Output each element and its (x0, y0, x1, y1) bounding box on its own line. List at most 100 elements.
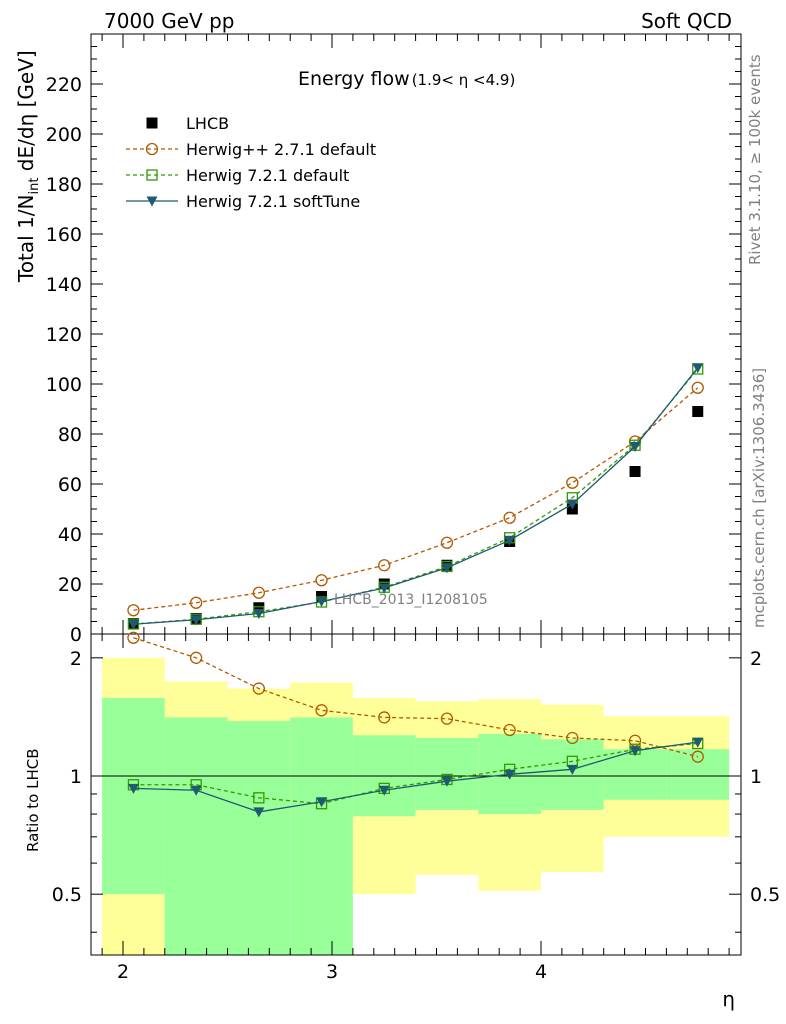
ratio-uncertainty-bands (102, 657, 730, 955)
ratio-data-point (566, 731, 579, 745)
ratio-data-point (127, 783, 139, 794)
data-point (253, 602, 265, 614)
series-line (133, 387, 699, 611)
data-point (629, 442, 641, 452)
green-band-bin-8 (603, 749, 667, 800)
data-point (315, 574, 328, 587)
green-band-bin-3 (290, 717, 353, 955)
main-y-axis-label: Total 1/Nint dE/dη [GeV] (14, 50, 42, 283)
series-herwig-7-2-1-default (127, 363, 704, 630)
data-point (692, 406, 704, 417)
data-point (378, 583, 390, 594)
ratio-y-axis-label: Ratio to LHCB (24, 748, 42, 852)
main-y-tick-label: 40 (58, 524, 82, 546)
main-y-tick-label: 140 (46, 274, 82, 296)
main-y-tick-label: 200 (46, 124, 82, 146)
header-left: 7000 GeV pp (104, 9, 235, 33)
legend-label: LHCB (186, 114, 229, 133)
main-y-tick-label: 20 (58, 574, 82, 596)
ratio-y-tick-label-right: 1 (750, 766, 762, 788)
main-plot-frame: 0 20 40 60 80 100 120 140 160 180 200 220 (46, 33, 742, 646)
ratio-data-point (127, 631, 140, 644)
legend-entry-2: Herwig 7.2.1 default (126, 166, 349, 185)
legend-marker (146, 169, 158, 181)
data-point (566, 476, 579, 489)
data-point (441, 563, 453, 574)
series-herwig-7-2-1-softtune (127, 363, 704, 630)
data-point (378, 559, 391, 572)
chart-title: Energy flow (1.9< η <4.9) (298, 68, 515, 90)
main-y-tick-label: 120 (46, 324, 82, 346)
ratio-data-point (378, 711, 391, 724)
green-band-bin-1 (164, 717, 228, 955)
data-point (252, 586, 266, 599)
legend: LHCB Herwig++ 2.7.1 default Herwig 7.2.1 d… (126, 114, 376, 211)
main-y-tick-label: 180 (46, 174, 82, 196)
data-point (503, 511, 516, 524)
ratio-data-point (629, 746, 641, 757)
ratio-series-line (133, 741, 698, 813)
rivet-label: Rivet 3.1.10, ≥ 100k events (746, 54, 764, 265)
legend-label: Herwig 7.2.1 default (186, 166, 349, 185)
main-y-tick-label: 220 (46, 74, 82, 96)
legend-label: Herwig++ 2.7.1 default (186, 140, 376, 159)
data-point (190, 615, 202, 626)
ratio-y-tick-label: 1 (70, 766, 82, 788)
x-tick-label: 4 (535, 961, 547, 983)
main-y-tick-label: 0 (70, 624, 82, 646)
ratio-series-herwig-7-2-1-softtune (127, 737, 704, 818)
ratio-series-line (133, 742, 698, 805)
ratio-data-point (503, 723, 516, 737)
ratio-y-tick-label-right: 2 (750, 648, 762, 670)
main-y-tick-label: 80 (58, 424, 82, 446)
data-point (504, 535, 516, 546)
ratio-y-tick-label-right: 0.5 (750, 884, 780, 906)
ratio-data-point (440, 712, 454, 725)
x-axis-label: η (722, 987, 735, 1011)
legend-entry-1: Herwig++ 2.7.1 default (126, 140, 376, 159)
data-point (691, 381, 704, 394)
data-point (189, 596, 203, 609)
ratio-data-point (315, 704, 328, 717)
ratio-data-point (253, 792, 265, 804)
ratio-y-tick-label: 0.5 (52, 884, 82, 906)
ratio-data-point (316, 797, 328, 808)
series-herwig-2-7-1-default (127, 381, 704, 617)
legend-marker (146, 196, 158, 207)
main-y-tick-label: 60 (58, 474, 82, 496)
ratio-data-point (189, 651, 203, 664)
data-point (440, 536, 454, 549)
ratio-data-point (692, 737, 704, 748)
ratio-data-point (441, 776, 453, 787)
ratio-plot-frame: 2 3 4 0.5 0.5 1 1 2 2 (52, 633, 780, 983)
ratio-data-point (378, 785, 390, 796)
series-line (133, 368, 699, 625)
legend-marker (145, 142, 159, 156)
green-band-bin-2 (227, 721, 291, 955)
green-band-bin-9 (666, 749, 730, 800)
data-point (127, 619, 139, 630)
series-line (133, 367, 699, 625)
data-point (566, 499, 578, 510)
legend-entry-0: LHCB (146, 114, 229, 133)
legend-entry-3: Herwig 7.2.1 softTune (126, 192, 360, 211)
ratio-plot-series (127, 631, 704, 818)
ratio-series-line (133, 637, 698, 758)
ratio-data-point (190, 785, 202, 796)
ratio-y-tick-label: 2 (70, 648, 82, 670)
ratio-data-point (252, 682, 266, 695)
ratio-series-herwig-2-7-1-default (127, 631, 704, 763)
main-y-tick-label: 100 (46, 374, 82, 396)
green-band-bin-0 (102, 698, 165, 895)
x-tick-label: 2 (117, 961, 129, 983)
ratio-data-point (691, 750, 704, 763)
ratio-data-point (253, 807, 265, 818)
data-point (629, 466, 641, 477)
analysis-id-label: LHCB_2013_I1208105 (334, 592, 488, 608)
header-right: Soft QCD (641, 9, 732, 33)
data-point (127, 604, 140, 617)
main-plot-series (127, 363, 704, 630)
ratio-data-point (566, 764, 578, 775)
mcplots-label: mcplots.cern.ch [arXiv:1306.3436] (750, 368, 768, 628)
